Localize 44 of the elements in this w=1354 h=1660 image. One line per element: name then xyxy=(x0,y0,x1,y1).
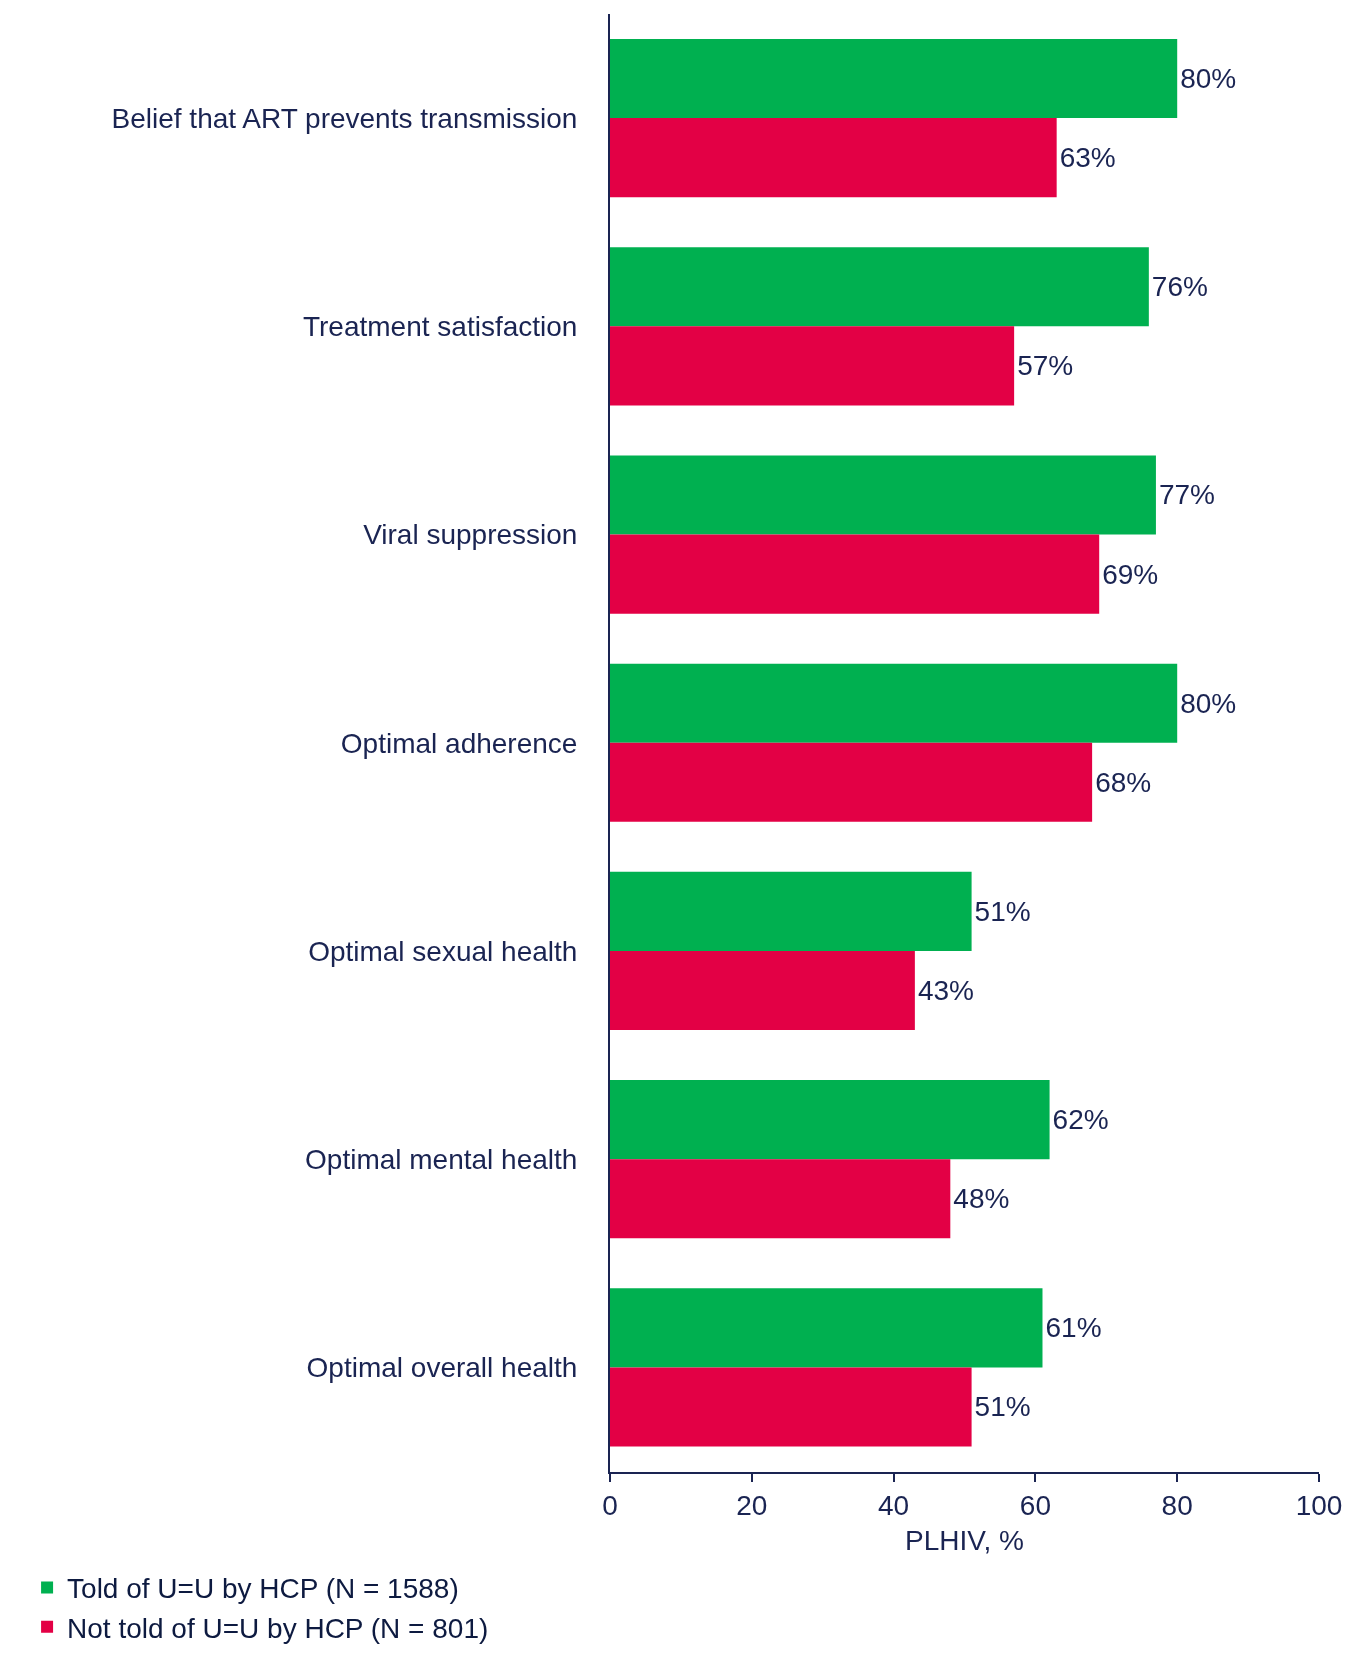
data-label: 51% xyxy=(974,895,1031,927)
bar xyxy=(610,247,1149,327)
data-label: 80% xyxy=(1180,687,1237,719)
bar xyxy=(610,871,972,951)
x-tick-label: 80 xyxy=(1161,1490,1193,1522)
x-axis-title: PLHIV, % xyxy=(905,1524,1024,1556)
y-tick-label: Optimal adherence xyxy=(340,727,578,759)
y-tick-label: Optimal mental health xyxy=(305,1143,578,1175)
data-label: 43% xyxy=(917,975,974,1007)
bar xyxy=(610,1159,951,1239)
y-tick-label: Optimal overall health xyxy=(306,1352,578,1384)
bar xyxy=(610,534,1100,614)
bar xyxy=(610,455,1156,535)
bar xyxy=(610,1080,1050,1160)
legend-label: Not told of U=U by HCP (N = 801) xyxy=(67,1612,489,1644)
bar xyxy=(610,663,1178,743)
data-label: 77% xyxy=(1158,479,1215,511)
y-tick-label: Viral suppression xyxy=(363,519,578,551)
bar xyxy=(610,38,1178,119)
x-tick-label: 60 xyxy=(1019,1490,1051,1522)
y-tick-label: Optimal sexual health xyxy=(308,935,578,967)
data-label: 48% xyxy=(953,1183,1010,1215)
data-label: 57% xyxy=(1017,350,1074,382)
x-tick-label: 100 xyxy=(1295,1490,1343,1522)
x-tick-label: 40 xyxy=(878,1490,910,1522)
data-label: 51% xyxy=(974,1391,1031,1423)
x-tick-label: 0 xyxy=(602,1490,618,1522)
bar xyxy=(610,742,1093,822)
x-tick-label: 20 xyxy=(736,1490,768,1522)
data-label: 63% xyxy=(1059,142,1116,174)
bar xyxy=(610,1367,972,1447)
bar xyxy=(610,326,1015,406)
data-label: 69% xyxy=(1102,558,1159,590)
y-tick-label: Treatment satisfaction xyxy=(302,311,578,343)
data-label: 61% xyxy=(1045,1312,1102,1344)
y-tick-label: Belief that ART prevents transmission xyxy=(111,102,578,134)
legend-label: Told of U=U by HCP (N = 1588) xyxy=(67,1573,459,1605)
data-label: 68% xyxy=(1095,766,1152,798)
bar xyxy=(610,1288,1043,1368)
data-label: 62% xyxy=(1052,1104,1109,1136)
bar xyxy=(610,950,915,1031)
data-label: 80% xyxy=(1180,63,1237,95)
bar xyxy=(610,118,1057,198)
data-label: 76% xyxy=(1151,271,1208,303)
